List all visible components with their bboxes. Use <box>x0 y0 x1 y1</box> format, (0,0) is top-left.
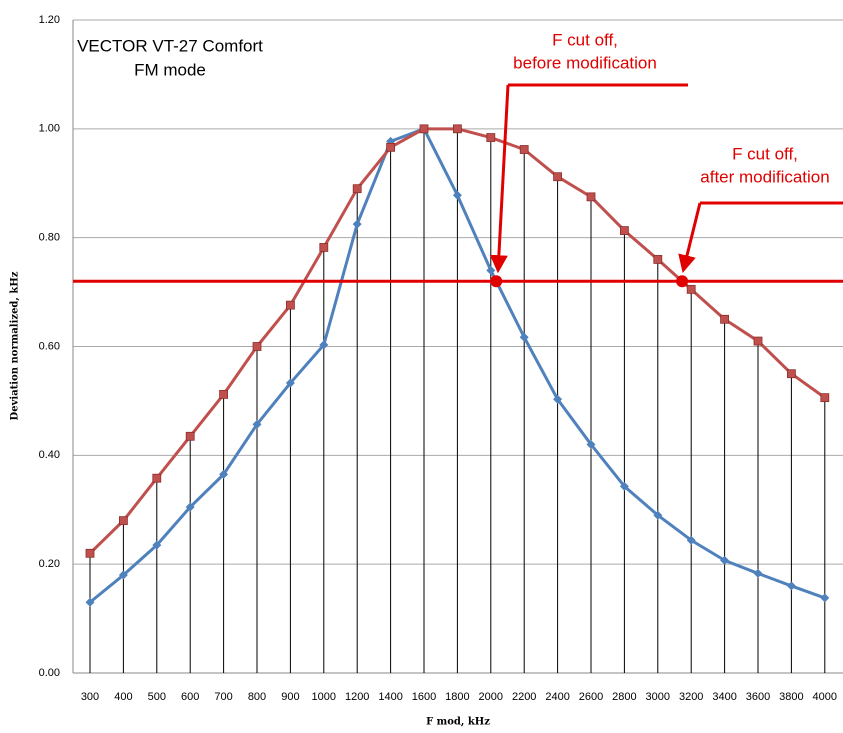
marker <box>586 439 596 449</box>
cutoff-point <box>676 275 689 288</box>
marker <box>185 431 195 441</box>
x-tick-label: 400 <box>114 691 132 703</box>
x-tick-label: 800 <box>248 691 266 703</box>
marker <box>85 548 95 558</box>
marker <box>452 124 462 134</box>
marker <box>85 597 95 607</box>
marker <box>352 184 362 194</box>
marker <box>419 124 429 134</box>
marker <box>519 145 529 154</box>
marker <box>753 568 763 578</box>
marker <box>219 389 229 399</box>
x-tick-label: 3800 <box>779 691 803 703</box>
marker <box>352 219 362 229</box>
x-tick-label: 600 <box>181 691 199 703</box>
x-tick-label: 1600 <box>412 691 436 703</box>
marker <box>252 419 262 429</box>
x-tick-label: 1000 <box>312 691 336 703</box>
x-tick-label: 300 <box>81 691 99 703</box>
annotation: F cut off, <box>552 30 618 49</box>
chart-title: VECTOR VT-27 Comfort <box>77 36 263 55</box>
x-tick-label: 3000 <box>646 691 670 703</box>
marker <box>787 369 796 379</box>
marker <box>386 142 396 152</box>
y-tick-label: 0.60 <box>39 340 60 352</box>
y-tick-label: 0.80 <box>39 232 60 244</box>
y-axis-title: Deviation normalized, kHz <box>10 271 21 420</box>
marker <box>519 332 529 342</box>
marker <box>319 340 329 350</box>
x-tick-label: 1800 <box>445 691 469 703</box>
marker <box>252 342 262 351</box>
marker <box>686 535 696 545</box>
marker <box>653 510 663 520</box>
y-tick-label: 1.00 <box>39 123 60 135</box>
marker <box>152 473 162 483</box>
marker <box>118 570 128 580</box>
marker <box>219 469 229 479</box>
marker <box>620 226 629 235</box>
x-tick-label: 3200 <box>679 691 703 703</box>
marker <box>786 581 796 591</box>
marker <box>553 172 562 182</box>
marker <box>720 314 729 324</box>
x-tick-label: 900 <box>281 691 299 703</box>
x-tick-label: 1200 <box>345 691 369 703</box>
x-tick-label: 700 <box>214 691 232 703</box>
x-tick-label: 1400 <box>378 691 402 703</box>
marker <box>820 593 830 603</box>
marker <box>653 255 663 264</box>
annotation: F cut off, <box>732 144 798 163</box>
marker <box>486 133 496 142</box>
x-axis-title: F mod, kHz <box>426 717 490 728</box>
marker <box>553 394 563 404</box>
marker <box>586 192 596 202</box>
annotation: after modification <box>700 167 829 186</box>
x-tick-label: 500 <box>148 691 166 703</box>
marker <box>720 555 730 565</box>
chart-subtitle: FM mode <box>134 60 206 79</box>
marker <box>319 243 329 252</box>
annotation: before modification <box>513 53 657 72</box>
marker <box>452 190 462 200</box>
annotation-arrow <box>489 84 510 274</box>
marker <box>185 502 195 512</box>
annotation-arrow <box>678 202 702 274</box>
marker <box>285 300 295 310</box>
marker <box>619 481 629 491</box>
marker <box>820 393 830 403</box>
marker <box>753 336 763 346</box>
y-tick-label: 0.00 <box>39 667 60 679</box>
x-tick-label: 2400 <box>545 691 569 703</box>
marker <box>686 284 696 294</box>
x-tick-label: 3400 <box>712 691 736 703</box>
x-tick-label: 2600 <box>579 691 603 703</box>
cutoff-point <box>490 275 503 288</box>
marker <box>119 516 128 526</box>
marker <box>285 378 295 388</box>
y-tick-label: 1.20 <box>39 14 60 26</box>
x-tick-label: 2000 <box>479 691 503 703</box>
y-tick-label: 0.40 <box>39 449 60 461</box>
x-tick-label: 2800 <box>612 691 636 703</box>
x-tick-label: 3600 <box>746 691 770 703</box>
y-tick-label: 0.20 <box>39 558 60 570</box>
marker <box>152 540 162 550</box>
x-tick-label: 4000 <box>813 691 837 703</box>
x-tick-label: 2200 <box>512 691 536 703</box>
